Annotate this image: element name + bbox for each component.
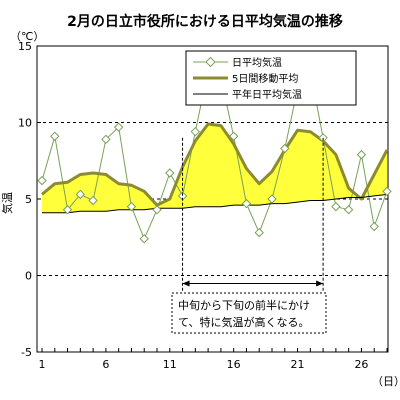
daily-point-17 <box>241 198 252 209</box>
annotation-box <box>171 292 327 334</box>
daily-point-24 <box>331 201 341 212</box>
annotation-arrowhead-right <box>316 280 324 287</box>
daily-point-6 <box>101 134 111 145</box>
annotation: 中旬から下旬の前半にかけ て、特に気温が高くなる。 <box>171 137 327 334</box>
daily-point-5 <box>88 195 98 206</box>
x-axis-ticks: 1 6 11 16 21 26 <box>39 348 388 371</box>
daily-point-8 <box>126 201 137 212</box>
x-tick-label-26: 26 <box>354 358 368 371</box>
daily-point-7 <box>113 122 124 132</box>
chart-title: 2月の日立市役所における日平均気温の推移 <box>67 13 343 30</box>
daily-point-2 <box>50 131 60 141</box>
daily-point-18 <box>254 227 264 238</box>
daily-point-9 <box>139 234 149 244</box>
above-normal-fill <box>42 124 387 213</box>
y-tick-label-5: 5 <box>25 193 32 206</box>
x-tick-label-16: 16 <box>227 358 241 371</box>
daily-point-3 <box>62 205 73 215</box>
daily-point-11 <box>165 168 175 178</box>
daily-point-13 <box>190 126 201 137</box>
daily-point-26 <box>356 149 367 160</box>
daily-point-10 <box>152 205 162 215</box>
daily-point-19 <box>267 194 277 204</box>
series-line-moving-average <box>41 122 389 207</box>
x-tick-label-11: 11 <box>163 358 177 371</box>
daily-point-4 <box>75 189 86 200</box>
daily-point-20 <box>280 143 290 154</box>
y-tick-label-0: 0 <box>25 270 32 283</box>
x-tick-label-21: 21 <box>291 358 305 371</box>
daily-point-27 <box>369 221 379 232</box>
daily-point-1 <box>37 175 47 186</box>
y-unit-label: （℃） <box>10 30 44 43</box>
daily-point-25 <box>343 205 354 215</box>
y-axis-ticks: -5 0 5 10 15 <box>18 40 41 359</box>
y-axis-label: 気温 <box>0 192 14 214</box>
x-unit-label: （日） <box>372 375 400 388</box>
legend: 日平均気温 5日間移動平均 平年日平均気温 <box>185 50 357 106</box>
above-normal-fill-area <box>42 124 387 213</box>
x-tick-label-6: 6 <box>102 358 109 371</box>
daily-point-16 <box>228 131 239 141</box>
annotation-text-line2: て、特に気温が高くなる。 <box>178 315 309 329</box>
legend-label-moving-average: 5日間移動平均 <box>232 72 298 85</box>
legend-label-normal: 平年日平均気温 <box>232 88 302 101</box>
y-tick-label-15: 15 <box>18 40 32 53</box>
series-line-normal <box>42 193 388 214</box>
y-tick-label-10: 10 <box>18 117 32 130</box>
annotation-arrowhead-left <box>182 280 190 287</box>
legend-marker-daily <box>205 56 216 68</box>
legend-label-daily: 日平均気温 <box>232 56 282 69</box>
x-tick-label-1: 1 <box>39 358 46 371</box>
annotation-text-line1: 中旬から下旬の前半にかけ <box>178 298 310 312</box>
y-tick-label--5: -5 <box>21 346 32 359</box>
daily-point-28 <box>382 186 392 197</box>
